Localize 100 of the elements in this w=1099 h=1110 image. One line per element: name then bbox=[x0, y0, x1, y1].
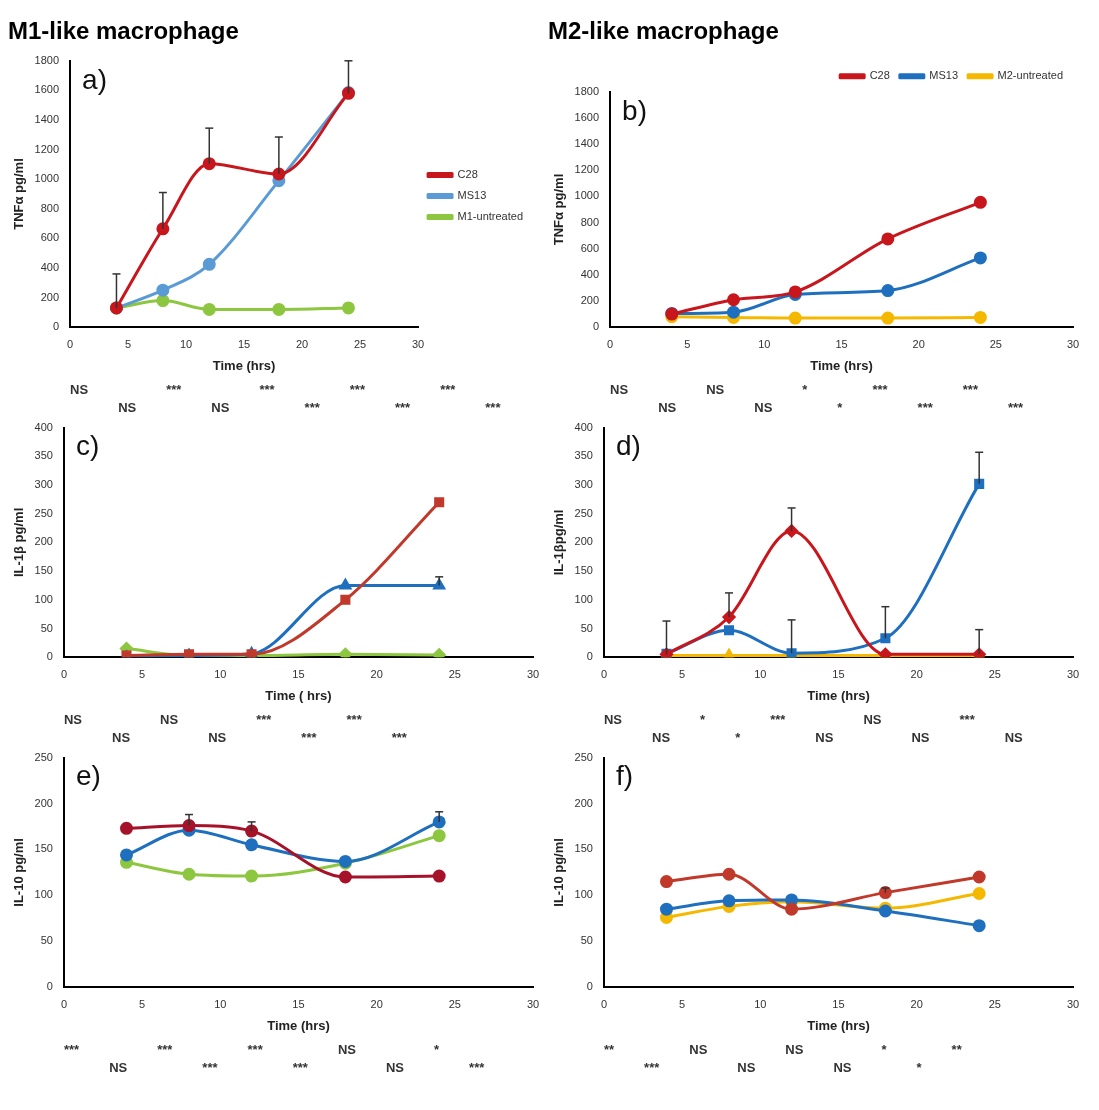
annotation: f) bbox=[615, 760, 634, 792]
x-tick-label: 15 bbox=[832, 667, 845, 680]
legend-label: MS13 bbox=[457, 189, 487, 202]
text: NS bbox=[815, 729, 834, 745]
y-tick-label: 400 bbox=[40, 261, 60, 274]
text: NS bbox=[63, 711, 83, 727]
text: NS bbox=[754, 399, 773, 415]
x-tick-label: 5 bbox=[125, 337, 132, 350]
x-tick-label: 25 bbox=[353, 337, 367, 350]
text: *** bbox=[259, 381, 276, 397]
x-tick-label: 25 bbox=[448, 667, 461, 680]
x-axis-title: Time (hrs) bbox=[810, 357, 873, 373]
legend-label: MS13 bbox=[929, 69, 959, 82]
x-tick-label: 20 bbox=[910, 667, 923, 680]
x-tick-label: 5 bbox=[139, 997, 146, 1010]
y-tick-label: 0 bbox=[46, 650, 53, 663]
text: *** bbox=[1007, 399, 1025, 415]
y-tick-label: 300 bbox=[34, 478, 53, 491]
y-tick-label: 150 bbox=[574, 564, 593, 577]
y-tick-label: 100 bbox=[34, 888, 53, 901]
x-tick-label: 5 bbox=[679, 667, 686, 680]
text: *** bbox=[301, 729, 318, 745]
y-tick-label: 1000 bbox=[574, 189, 600, 202]
x-tick-label: 5 bbox=[679, 997, 686, 1010]
x-tick-label: 20 bbox=[912, 337, 925, 350]
y-tick-label: 200 bbox=[34, 535, 53, 548]
x-tick-label: 0 bbox=[600, 997, 608, 1010]
y-tick-label: 50 bbox=[40, 934, 53, 947]
y-tick-label: 1200 bbox=[574, 163, 600, 176]
text: NS bbox=[785, 1041, 804, 1057]
annotation: c) bbox=[75, 430, 100, 462]
x-tick-label: 5 bbox=[139, 667, 146, 680]
y-tick-label: 400 bbox=[574, 420, 593, 433]
y-tick-label: 250 bbox=[574, 506, 593, 519]
text: * bbox=[802, 381, 809, 397]
x-tick-label: 25 bbox=[988, 667, 1001, 680]
x-tick-label: 15 bbox=[832, 997, 845, 1010]
y-tick-label: 1400 bbox=[574, 137, 600, 150]
y-tick-label: 250 bbox=[34, 506, 53, 519]
text: *** bbox=[256, 711, 273, 727]
y-tick-label: 0 bbox=[46, 980, 53, 993]
y-tick-label: 1000 bbox=[34, 172, 60, 185]
annotation: a) bbox=[82, 63, 107, 95]
y-axis-title: IL-10 pg/ml bbox=[11, 838, 27, 907]
text: NS bbox=[652, 729, 671, 745]
text: NS bbox=[658, 399, 677, 415]
text: NS bbox=[208, 729, 227, 745]
x-tick-label: 30 bbox=[526, 667, 540, 680]
text: *** bbox=[872, 381, 889, 397]
text: *** bbox=[959, 711, 976, 727]
text: NS bbox=[118, 399, 137, 415]
x-tick-label: 10 bbox=[214, 997, 227, 1010]
annotation: e) bbox=[75, 760, 101, 792]
y-tick-label: 600 bbox=[40, 231, 60, 244]
text: * bbox=[735, 729, 742, 745]
text: NS bbox=[385, 1059, 405, 1075]
y-axis-title: IL-1β pg/ml bbox=[11, 507, 27, 578]
text: ** bbox=[603, 1041, 616, 1057]
x-tick-label: 25 bbox=[448, 997, 461, 1010]
x-tick-label: 10 bbox=[214, 667, 227, 680]
x-tick-label: 30 bbox=[411, 337, 425, 350]
text: NS bbox=[689, 1041, 708, 1057]
y-tick-label: 350 bbox=[574, 449, 593, 462]
text: *** bbox=[346, 711, 363, 727]
text: *** bbox=[304, 399, 321, 415]
legend-label: M1-untreated bbox=[457, 210, 524, 223]
text: * bbox=[700, 711, 707, 727]
text: *** bbox=[440, 381, 457, 397]
y-tick-label: 150 bbox=[34, 564, 53, 577]
x-tick-label: 30 bbox=[1066, 667, 1080, 680]
y-tick-label: 800 bbox=[580, 215, 600, 228]
text: ** bbox=[951, 1041, 963, 1057]
text: * bbox=[434, 1041, 441, 1057]
y-tick-label: 250 bbox=[34, 750, 53, 763]
text: *** bbox=[202, 1059, 219, 1075]
text: *** bbox=[962, 381, 979, 397]
y-tick-label: 350 bbox=[34, 449, 53, 462]
text: *** bbox=[644, 1059, 661, 1075]
text: NS bbox=[863, 711, 882, 727]
annotation: d) bbox=[615, 430, 641, 462]
text: *** bbox=[485, 399, 502, 415]
text: NS bbox=[112, 729, 131, 745]
x-axis-title: Time ( hrs) bbox=[265, 687, 332, 703]
text: * bbox=[881, 1041, 888, 1057]
x-tick-label: 5 bbox=[684, 337, 691, 350]
y-axis-title: IL-10 pg/ml bbox=[551, 838, 567, 907]
x-tick-label: 15 bbox=[292, 667, 305, 680]
y-tick-label: 1200 bbox=[34, 142, 60, 155]
y-axis-title: TNFα pg/ml bbox=[11, 158, 27, 230]
x-axis-title: Time (hrs) bbox=[212, 357, 276, 373]
text: NS bbox=[109, 1059, 128, 1075]
y-tick-label: 100 bbox=[34, 592, 53, 605]
text: *** bbox=[166, 381, 183, 397]
y-tick-label: 0 bbox=[586, 650, 593, 663]
y-tick-label: 300 bbox=[574, 478, 593, 491]
text: * bbox=[916, 1059, 923, 1075]
y-tick-label: 200 bbox=[574, 796, 593, 809]
y-axis-title: TNFα pg/ml bbox=[551, 173, 567, 246]
text: *** bbox=[469, 1059, 486, 1075]
text: *** bbox=[391, 729, 408, 745]
